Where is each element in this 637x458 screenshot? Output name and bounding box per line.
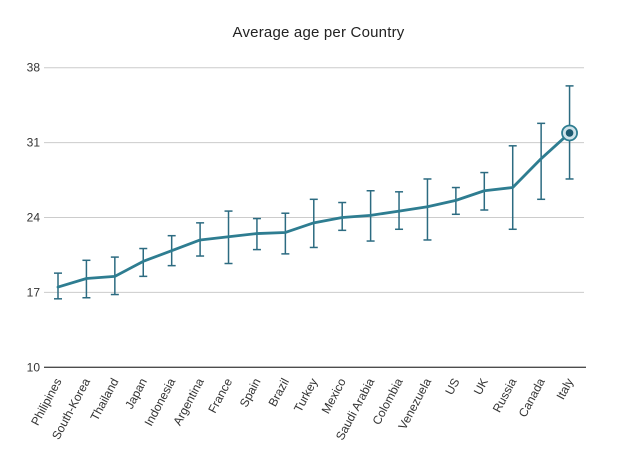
- x-tick-label: Russia: [490, 376, 520, 415]
- x-tick-label: France: [205, 376, 235, 416]
- x-tick-label: Spain: [237, 376, 264, 410]
- y-tick-label: 10: [27, 360, 41, 374]
- x-tick-label: UK: [471, 376, 491, 397]
- x-tick-label: US: [442, 376, 462, 397]
- y-tick-label: 17: [27, 285, 41, 299]
- chart-title: Average age per Country: [232, 24, 405, 41]
- x-tick-label: Italy: [554, 376, 577, 402]
- x-tick-label: Brazil: [266, 376, 292, 409]
- y-tick-label: 31: [27, 136, 41, 150]
- x-tick-label: Turkey: [291, 376, 320, 415]
- highlight-marker-dot[interactable]: [565, 129, 574, 137]
- x-tick-label: Japan: [122, 376, 150, 411]
- series-line: [56, 131, 571, 289]
- x-tick-label: Mexico: [319, 376, 349, 416]
- x-tick-label: Canada: [516, 376, 548, 420]
- y-tick-label: 38: [27, 61, 41, 75]
- y-tick-label: 24: [27, 211, 41, 225]
